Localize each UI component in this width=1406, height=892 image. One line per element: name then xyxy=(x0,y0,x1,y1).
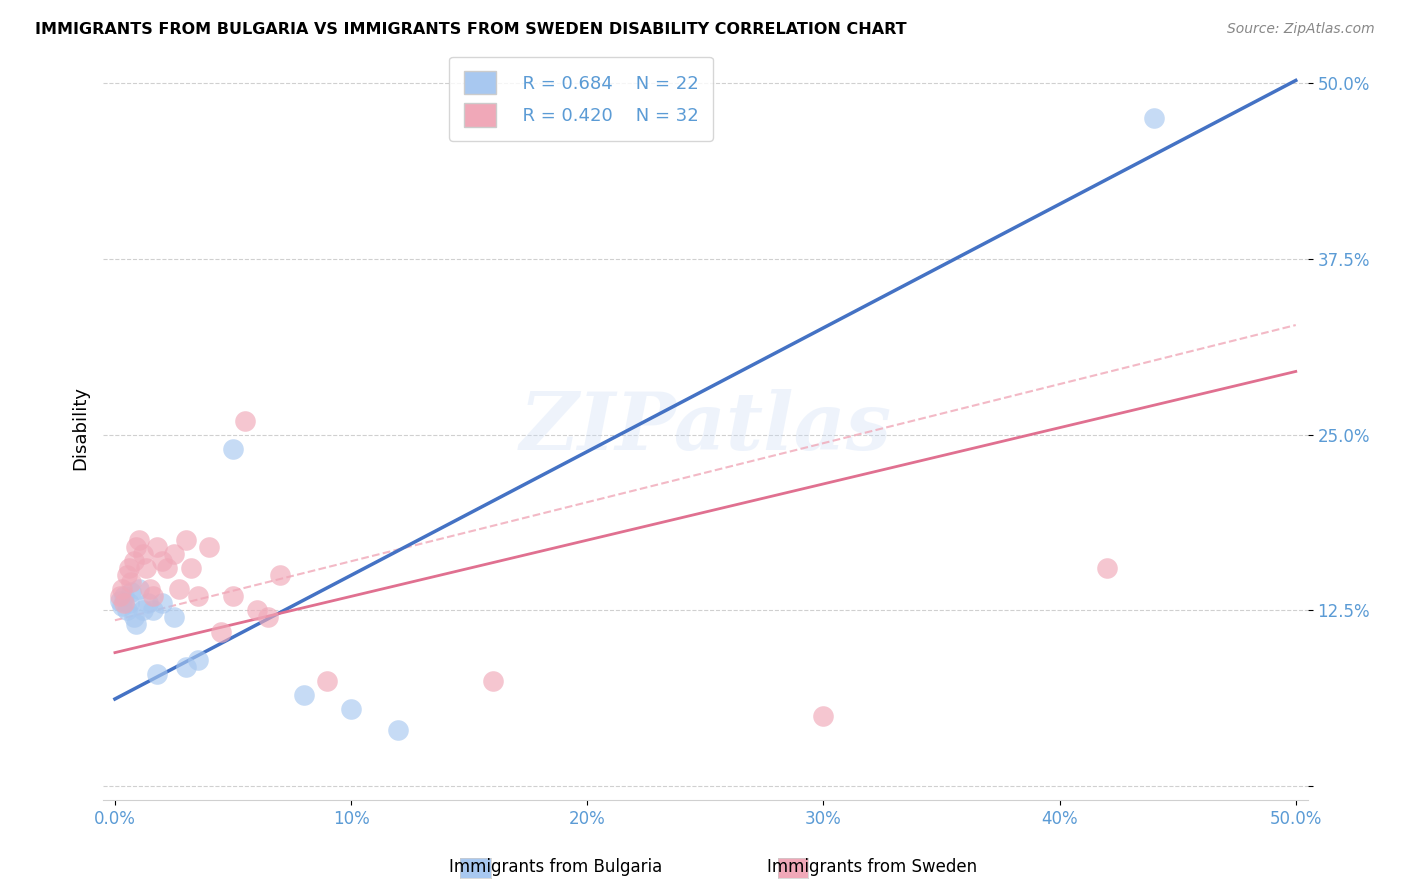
Point xyxy=(125,617,148,632)
Point xyxy=(128,533,150,548)
Y-axis label: Disability: Disability xyxy=(72,385,89,470)
Point xyxy=(150,554,173,568)
Point xyxy=(111,599,134,614)
Point xyxy=(112,596,135,610)
Point xyxy=(387,723,409,737)
Point xyxy=(316,673,339,688)
Point xyxy=(222,442,245,456)
Point xyxy=(246,603,269,617)
Point xyxy=(156,561,179,575)
Point xyxy=(121,575,143,590)
Point xyxy=(139,582,162,597)
Text: Immigrants from Bulgaria: Immigrants from Bulgaria xyxy=(449,858,662,876)
Point xyxy=(187,590,209,604)
Point xyxy=(122,610,145,624)
Point xyxy=(115,603,138,617)
Legend:   R = 0.684    N = 22,   R = 0.420    N = 32: R = 0.684 N = 22, R = 0.420 N = 32 xyxy=(450,57,713,141)
Point xyxy=(163,610,186,624)
Point xyxy=(118,561,141,575)
Point xyxy=(1095,561,1118,575)
Point xyxy=(115,568,138,582)
Point xyxy=(112,590,135,604)
Text: IMMIGRANTS FROM BULGARIA VS IMMIGRANTS FROM SWEDEN DISABILITY CORRELATION CHART: IMMIGRANTS FROM BULGARIA VS IMMIGRANTS F… xyxy=(35,22,907,37)
Point xyxy=(132,547,155,561)
Point xyxy=(340,702,363,716)
Point xyxy=(150,596,173,610)
Point xyxy=(481,673,503,688)
Point xyxy=(122,554,145,568)
Point xyxy=(146,666,169,681)
Point xyxy=(142,590,165,604)
Point xyxy=(146,540,169,554)
Text: Source: ZipAtlas.com: Source: ZipAtlas.com xyxy=(1227,22,1375,37)
Point xyxy=(198,540,221,554)
Text: Immigrants from Sweden: Immigrants from Sweden xyxy=(766,858,977,876)
Point xyxy=(292,688,315,702)
Point xyxy=(142,603,165,617)
Point xyxy=(163,547,186,561)
Point xyxy=(121,585,143,599)
Point xyxy=(108,593,131,607)
Point xyxy=(187,653,209,667)
Point xyxy=(179,561,201,575)
Text: ZIPatlas: ZIPatlas xyxy=(519,389,891,467)
Point xyxy=(174,659,197,673)
Point xyxy=(257,610,280,624)
Point xyxy=(108,590,131,604)
Point xyxy=(233,414,256,428)
Point xyxy=(135,561,157,575)
Point xyxy=(125,540,148,554)
Point xyxy=(128,582,150,597)
Point xyxy=(132,603,155,617)
Point xyxy=(118,596,141,610)
Point xyxy=(136,596,159,610)
Point xyxy=(111,582,134,597)
Point xyxy=(813,709,835,723)
Point xyxy=(167,582,190,597)
Point xyxy=(1143,112,1166,126)
Point xyxy=(174,533,197,548)
Point xyxy=(269,568,291,582)
Point xyxy=(222,590,245,604)
Point xyxy=(209,624,232,639)
